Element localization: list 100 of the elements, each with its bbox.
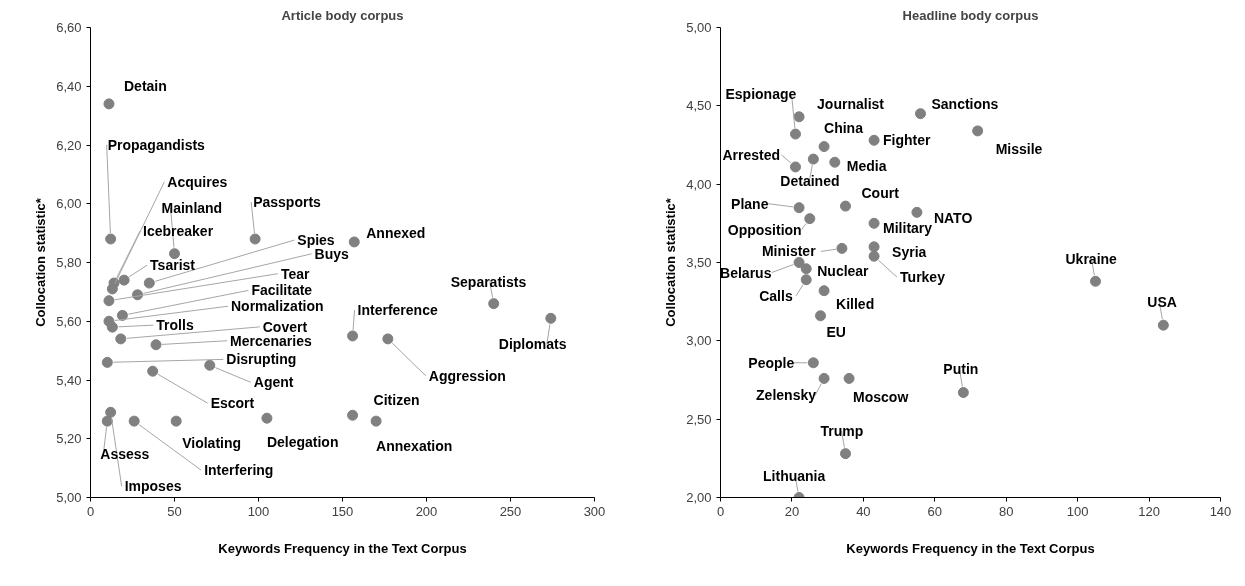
annotation: Propagandists <box>107 137 206 153</box>
annotation: USA <box>1147 294 1177 311</box>
point <box>105 406 117 418</box>
annotation: Media <box>846 158 887 175</box>
x-tick-label: 0 <box>86 503 95 519</box>
annotation: Tear <box>280 265 311 282</box>
y-tick-label: 3,50 <box>686 255 712 270</box>
x-tick-label: 100 <box>1066 503 1089 519</box>
annotation: Normalization <box>230 298 324 315</box>
point <box>793 111 805 123</box>
x-tick-label: 60 <box>927 503 943 519</box>
x-tick-label: 250 <box>499 503 522 519</box>
annotation: Interference <box>357 301 438 318</box>
y-tick-label: 6,60 <box>56 20 82 35</box>
point <box>818 285 830 297</box>
annotation: Putin <box>943 360 979 377</box>
point <box>800 274 812 286</box>
point <box>347 330 359 342</box>
point <box>829 156 841 168</box>
point <box>103 295 115 307</box>
point <box>147 365 159 377</box>
point <box>103 98 115 110</box>
annotation: Court <box>861 185 900 202</box>
annotation: Sanctions <box>931 95 999 112</box>
point <box>115 333 127 345</box>
chart-title: Headline body corpus <box>902 7 1039 23</box>
point <box>800 263 812 275</box>
point <box>804 213 816 225</box>
annotation: Citizen <box>373 392 420 409</box>
annotation: Arrested <box>722 146 781 163</box>
point <box>106 321 118 333</box>
point <box>840 448 851 460</box>
annotation: Trolls <box>156 317 194 334</box>
point <box>815 310 826 322</box>
annotation: Interfering <box>204 462 274 479</box>
point <box>818 141 830 153</box>
annotation: Separatists <box>450 273 527 290</box>
y-tick-label: 2,00 <box>686 490 712 505</box>
y-tick-label: 5,00 <box>56 490 82 505</box>
point <box>868 250 880 262</box>
point <box>347 409 359 421</box>
annotation: Missile <box>995 140 1043 157</box>
point <box>790 161 801 173</box>
annotation: Annexation <box>376 438 453 455</box>
annotation: Tsarist <box>150 257 196 274</box>
y-tick-label: 5,80 <box>56 255 82 270</box>
point <box>116 309 128 321</box>
point <box>118 274 130 286</box>
y-tick-label: 2,50 <box>686 411 712 427</box>
x-tick-label: 100 <box>247 503 270 519</box>
y-axis-title: Collocation statistic* <box>663 197 679 327</box>
annotation: Turkey <box>900 269 946 286</box>
x-axis-title: Keywords Frequency in the Text Corpus <box>846 540 1095 556</box>
point <box>1157 319 1169 331</box>
point <box>868 134 880 146</box>
annotation: Plane <box>731 195 769 212</box>
point <box>790 128 801 140</box>
annotation: Journalist <box>817 95 885 112</box>
point <box>915 108 926 120</box>
annotation: China <box>824 119 864 136</box>
annotation: Syria <box>892 243 927 260</box>
x-axis-title: Keywords Frequency in the Text Corpus <box>218 540 467 556</box>
point <box>488 298 500 310</box>
annotation: Zelensky <box>756 387 817 404</box>
point <box>170 415 182 427</box>
point <box>348 236 360 248</box>
annotation: Escort <box>210 395 255 412</box>
x-tick-label: 80 <box>998 503 1014 519</box>
annotation: Opposition <box>727 221 802 238</box>
point <box>972 125 984 137</box>
point <box>911 206 923 218</box>
annotation: People <box>748 354 795 371</box>
point <box>818 372 830 384</box>
point <box>793 257 805 268</box>
y-tick-label: 3,00 <box>686 333 712 349</box>
point <box>261 412 273 424</box>
y-tick-label: 6,20 <box>56 137 82 153</box>
annotation: Minister <box>761 243 817 260</box>
x-tick-label: 150 <box>331 503 354 519</box>
annotation: Diplomats <box>498 336 567 353</box>
point <box>840 200 851 212</box>
point <box>169 248 180 260</box>
annotation: Fighter <box>883 132 932 149</box>
x-tick-label: 300 <box>583 503 606 519</box>
x-tick-label: 20 <box>784 503 800 519</box>
chart-title: Article body corpus <box>281 7 404 23</box>
annotation: Lithuania <box>763 467 826 484</box>
y-tick-label: 6,00 <box>56 196 82 212</box>
annotation: Delegation <box>266 434 339 451</box>
annotation: Killed <box>836 295 875 312</box>
annotation: Aggression <box>428 367 506 384</box>
annotation: Trump <box>820 422 864 439</box>
y-tick-label: 5,60 <box>56 313 82 329</box>
x-tick-label: 40 <box>856 503 871 519</box>
point <box>204 359 216 371</box>
point <box>370 415 382 427</box>
annotation: Mercenaries <box>230 332 312 349</box>
annotation: Moscow <box>853 389 909 406</box>
annotation: Mainland <box>161 199 223 216</box>
point <box>1090 275 1101 287</box>
